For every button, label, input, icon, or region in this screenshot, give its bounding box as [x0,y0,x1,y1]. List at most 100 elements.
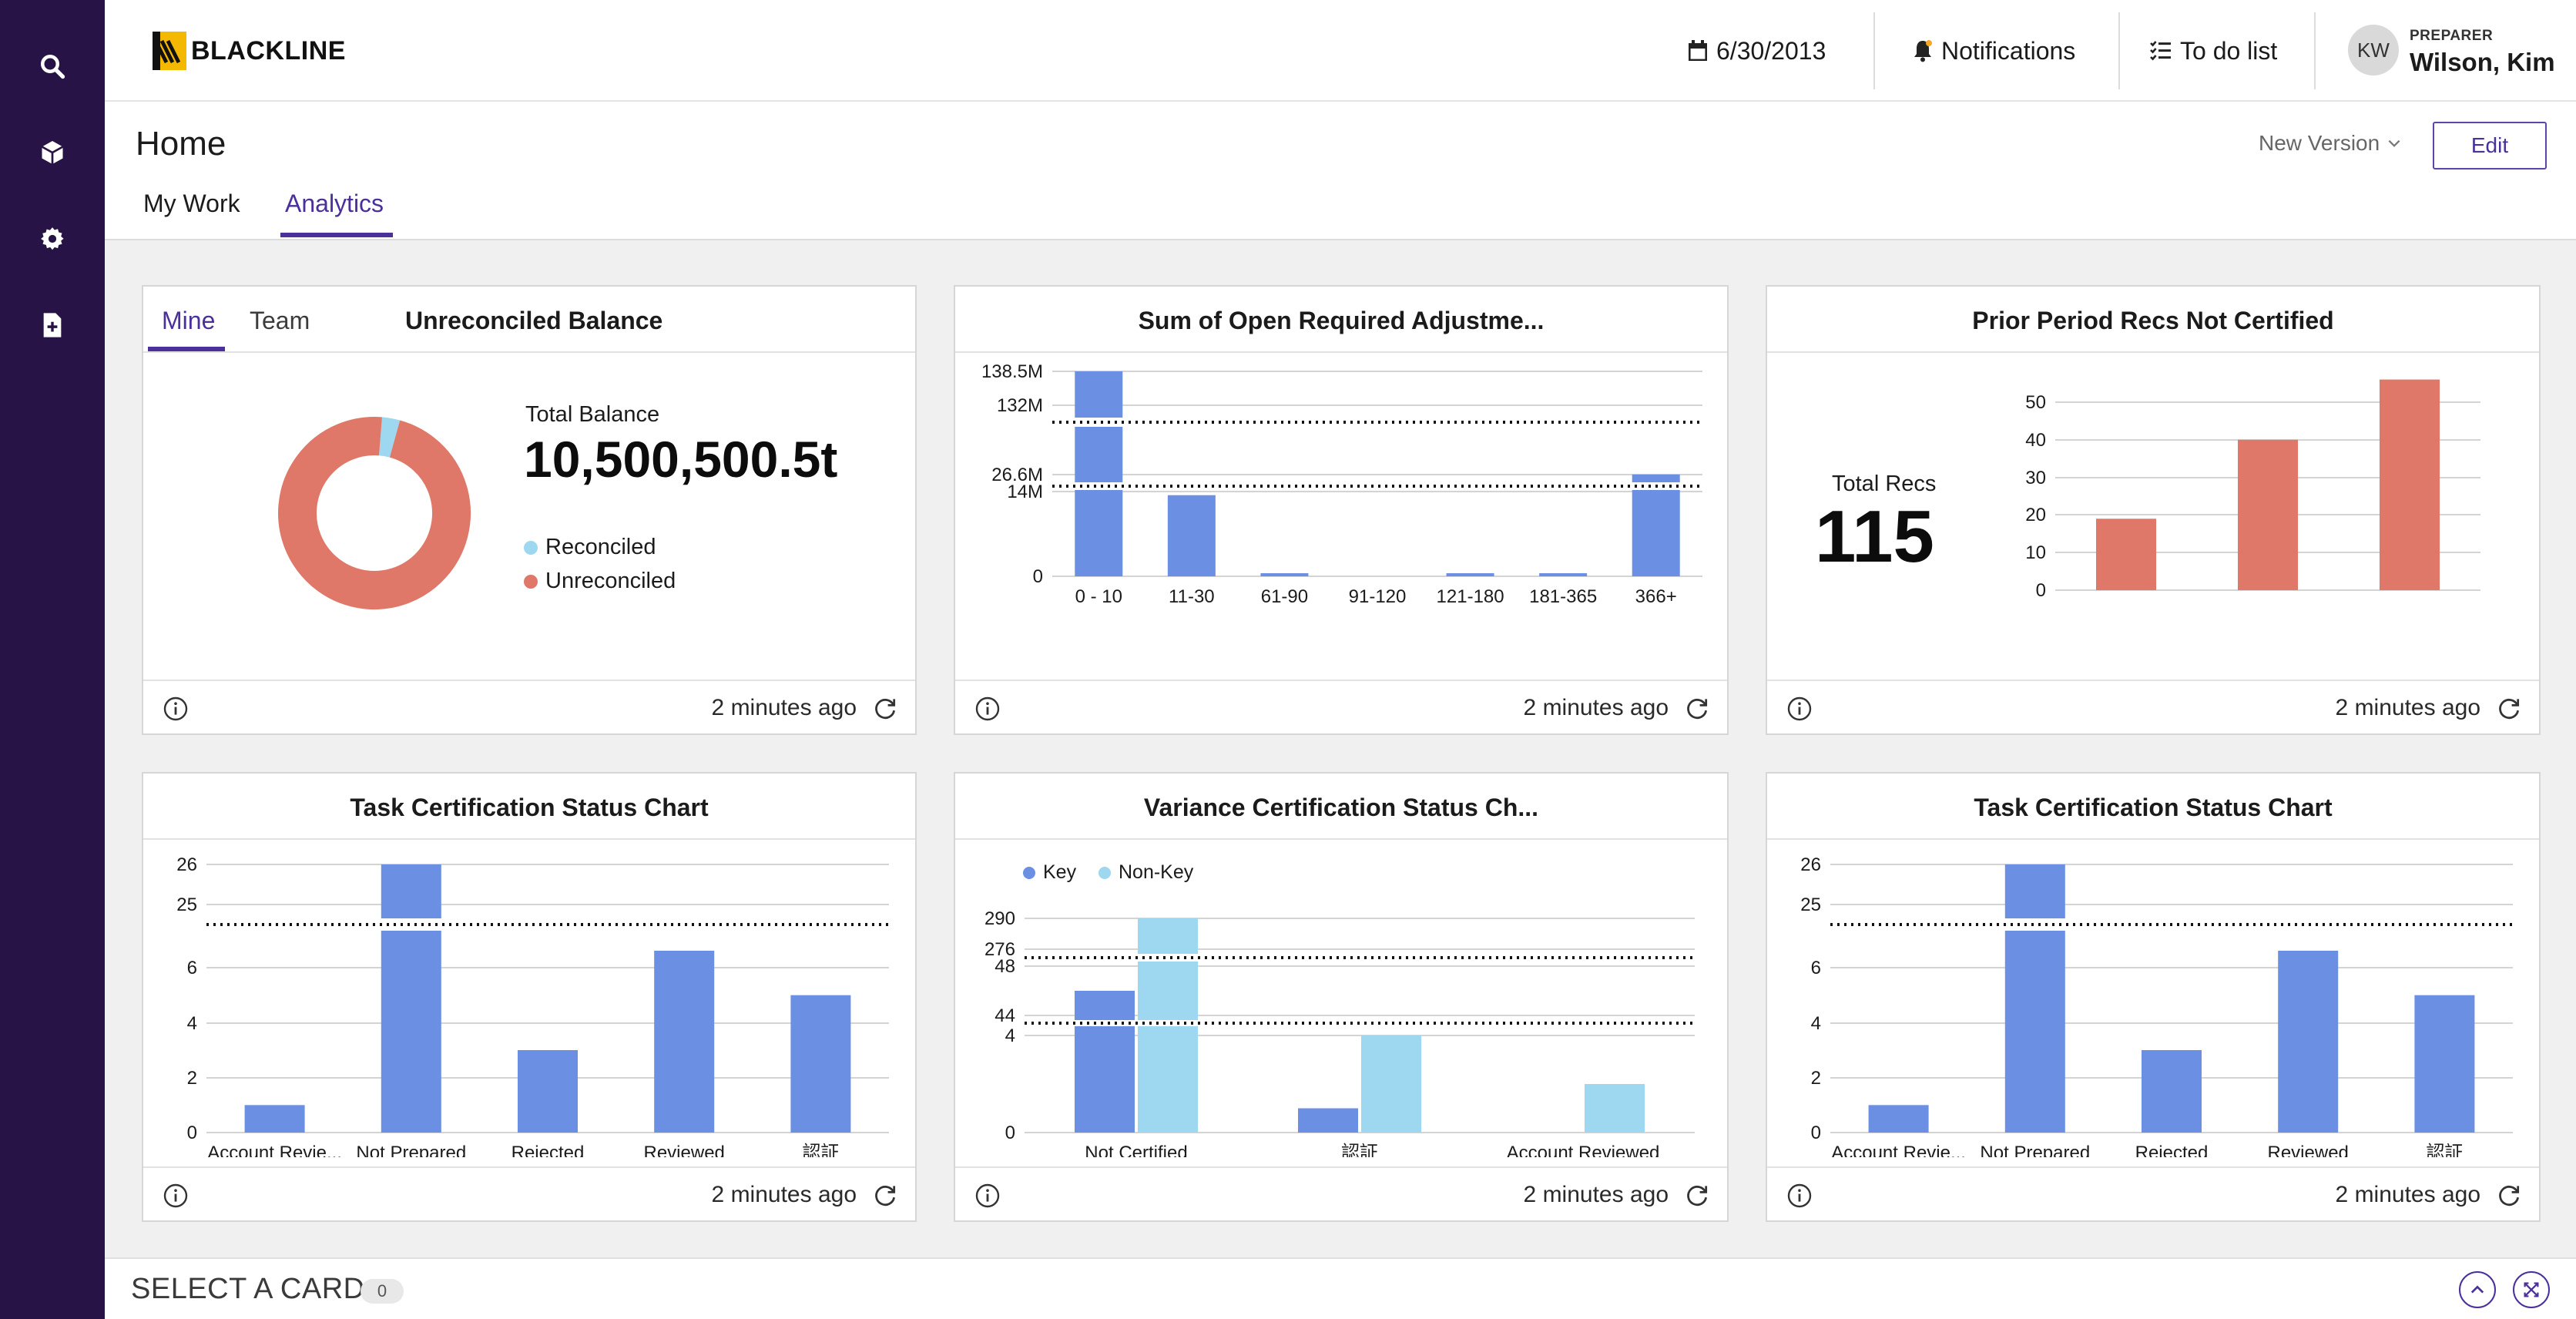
chevron-down-icon [2388,139,2400,147]
refresh-icon[interactable] [2496,1182,2522,1208]
bar [1539,573,1588,576]
bar [1361,1035,1421,1133]
card-header: Task Certification Status Chart [143,774,915,840]
card-open-adjustments[interactable]: Sum of Open Required Adjustme... 0 14M 26.… [954,285,1729,735]
x-tick-label: 61-90 [1261,586,1308,607]
header-divider [2314,12,2316,89]
bar [2096,519,2156,590]
y-tick-label: 20 [2025,505,2046,525]
card-title: Task Certification Status Chart [350,794,709,821]
cube-icon[interactable] [29,129,75,176]
y-tick-label: 132M [997,395,1043,416]
refresh-icon[interactable] [2496,695,2522,721]
refresh-icon[interactable] [872,695,898,721]
card-selection-bar: SELECT A CARD 0 [105,1257,2576,1319]
header-divider [2118,12,2120,89]
edit-button[interactable]: Edit [2433,122,2547,169]
info-icon[interactable] [1787,1183,1812,1208]
top-header: BLACKLINE 6/30/2013 Notifications To do … [105,0,2576,102]
checklist-icon [2150,41,2171,61]
legend-label: Reconciled [545,535,656,559]
card-unreconciled-balance[interactable]: Mine Team Unreconciled Balance Total Bal… [142,285,917,735]
last-updated: 2 minutes ago [1523,1182,1669,1207]
bar [244,1105,305,1133]
refresh-icon[interactable] [872,1182,898,1208]
last-updated: 2 minutes ago [1523,695,1669,720]
notifications-label: Notifications [1941,36,2076,65]
bar [1585,1084,1645,1133]
card-title: Prior Period Recs Not Certified [1972,307,2334,334]
refresh-icon[interactable] [1684,1182,1710,1208]
legend-unreconciled: Unreconciled [524,569,676,594]
y-tick-label: 4 [1811,1013,1821,1034]
y-tick-label: 6 [1811,958,1821,978]
notifications-button[interactable]: Notifications [1912,29,2075,72]
y-tick-label: 290 [984,908,1015,929]
new-version-dropdown[interactable]: New Version [2259,131,2403,156]
info-icon[interactable] [975,696,1000,721]
subtab-team[interactable]: Team [250,307,310,334]
todo-list-button[interactable]: To do list [2149,29,2277,72]
card-header: Mine Team Unreconciled Balance [143,287,915,353]
y-tick-label: 25 [176,894,197,915]
total-recs-label: Total Recs [1832,472,1937,496]
x-tick-label: Not Prepared [1980,1143,2090,1157]
info-icon[interactable] [163,1183,188,1208]
tab-my-work[interactable]: My Work [143,190,240,217]
y-tick-label: 0 [1033,566,1043,587]
fullscreen-button[interactable] [2513,1271,2550,1308]
expand-up-button[interactable] [2459,1271,2496,1308]
legend-swatch [524,574,538,589]
info-icon[interactable] [163,696,188,721]
x-tick-label: 11-30 [1169,586,1215,607]
donut-slice [278,417,471,609]
date-selector[interactable]: 6/30/2013 [1687,29,1826,72]
bar [2004,864,2065,1133]
y-tick-label: 4 [1005,1025,1015,1046]
legend-reconciled: Reconciled [524,535,656,560]
card-task-certification-1[interactable]: Task Certification Status Chart 0 2 4 6 25 26… [142,772,917,1222]
refresh-icon[interactable] [1684,695,1710,721]
y-tick-label: 48 [995,956,1015,977]
bar [518,1050,578,1133]
card-task-certification-2[interactable]: Task Certification Status Chart 0 2 4 6 25 26… [1766,772,2541,1222]
select-card-label: SELECT A CARD [131,1273,365,1305]
user-name[interactable]: Wilson, Kim [2410,48,2555,76]
x-tick-label: Rejected [512,1143,585,1157]
info-icon[interactable] [1787,696,1812,721]
card-variance-certification[interactable]: Variance Certification Status Ch... Key … [954,772,1729,1222]
bar [2414,995,2475,1133]
calendar-icon [1689,40,1707,61]
tab-analytics[interactable]: Analytics [285,190,384,217]
y-tick-label: 25 [1800,894,1821,915]
bar [2278,951,2339,1133]
y-tick-label: 40 [2025,430,2046,451]
bell-icon [1914,40,1932,62]
card-footer: 2 minutes ago [955,680,1727,733]
search-icon[interactable] [29,43,75,89]
axis-break-gap [1052,482,1702,490]
info-icon[interactable] [975,1183,1000,1208]
blackline-logo[interactable]: BLACKLINE [153,29,346,72]
y-tick-label: 44 [995,1005,1015,1026]
add-document-icon[interactable] [29,302,75,348]
y-tick-label: 0 [187,1123,197,1143]
user-avatar[interactable]: KW [2348,25,2399,76]
active-tab-indicator [280,233,393,237]
legend-label: Unreconciled [545,569,676,593]
user-role: PREPARER [2410,28,2494,44]
subtab-mine[interactable]: Mine [162,307,216,334]
bar [381,864,441,1133]
y-tick-label: 6 [187,958,197,978]
legend-key: Key [1023,861,1076,884]
left-nav-rail [0,0,105,1319]
x-tick-label: 認証 [802,1143,839,1157]
x-tick-label: Rejected [2135,1143,2209,1157]
x-tick-label: 認証 [2426,1143,2463,1157]
card-prior-period-recs[interactable]: Prior Period Recs Not Certified Total Re… [1766,285,2541,735]
gear-icon[interactable] [29,216,75,262]
x-tick-label: 91-120 [1349,586,1407,607]
bar [1167,495,1216,576]
bar [790,995,851,1133]
card-title: Sum of Open Required Adjustme... [1138,307,1545,334]
